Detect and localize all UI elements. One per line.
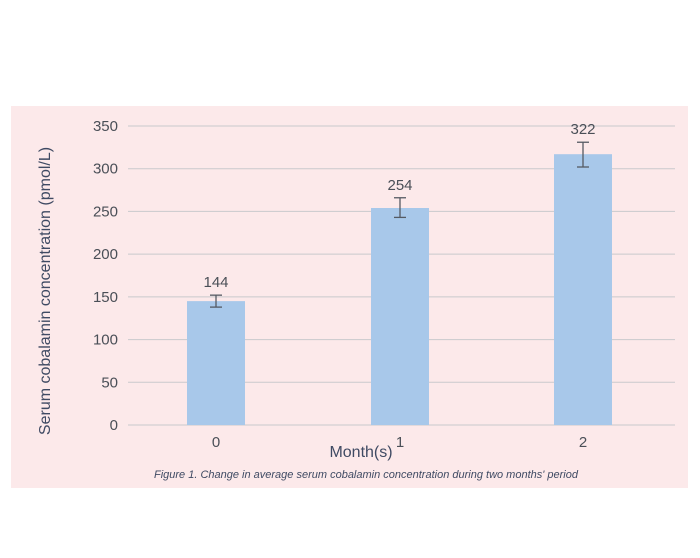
y-tick-label: 50 — [101, 374, 118, 391]
x-tick-label: 2 — [579, 434, 587, 451]
error-bar — [394, 197, 406, 219]
y-tick-label: 300 — [93, 161, 118, 178]
x-tick-label: 1 — [396, 434, 404, 451]
data-label: 254 — [387, 177, 412, 194]
figure-caption: Figure 1. Change in average serum cobala… — [154, 469, 579, 481]
y-tick-label: 350 — [93, 118, 118, 135]
x-tick-label: 0 — [212, 434, 220, 451]
bar — [187, 301, 245, 425]
y-tick-label: 150 — [93, 289, 118, 306]
y-axis-label: Serum cobalamin concentration (pmol/L) — [37, 147, 54, 435]
y-tick-label: 0 — [110, 417, 118, 434]
data-labels: 144 254 322 — [203, 121, 595, 291]
y-tick-label: 200 — [93, 246, 118, 263]
x-axis-label: Month(s) — [329, 444, 392, 461]
chart-panel: 0 50 100 150 200 250 300 350 144 254 322 0 1 2 Seru… — [11, 106, 688, 488]
y-tick-labels: 0 50 100 150 200 250 300 350 — [93, 118, 118, 434]
bar-chart: 0 50 100 150 200 250 300 350 144 254 322 0 1 2 Seru… — [37, 118, 675, 481]
y-tick-label: 250 — [93, 203, 118, 220]
data-label: 322 — [570, 121, 595, 138]
error-bar — [210, 294, 222, 308]
data-label: 144 — [203, 274, 228, 291]
error-bar — [577, 141, 589, 168]
bar — [554, 154, 612, 425]
error-bars — [210, 141, 589, 308]
x-tick-labels: 0 1 2 — [212, 434, 587, 451]
y-tick-label: 100 — [93, 332, 118, 349]
bars — [187, 154, 612, 425]
bar — [371, 208, 429, 425]
